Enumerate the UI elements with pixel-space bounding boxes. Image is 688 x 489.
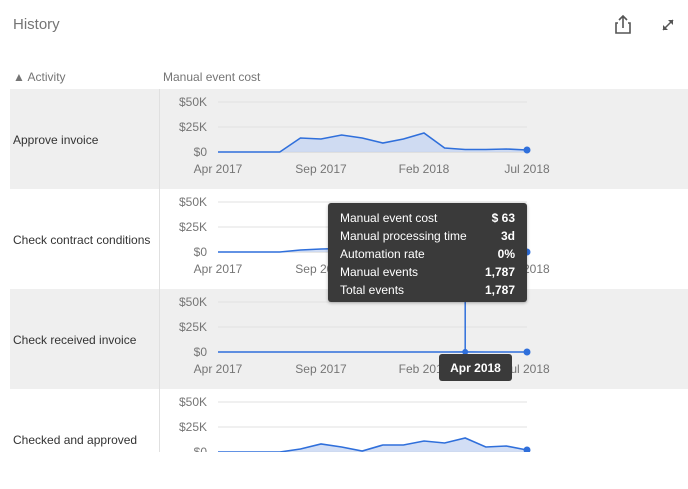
- series-end-point: [524, 447, 531, 453]
- tooltip-value: $ 63: [492, 211, 515, 225]
- tooltip-row: Manual events 1,787: [340, 263, 515, 281]
- y-tick-label: $25K: [179, 320, 207, 334]
- y-tick-label: $0: [194, 145, 208, 159]
- tooltip-label: Automation rate: [340, 247, 425, 261]
- tooltip-row: Manual processing time 3d: [340, 227, 515, 245]
- y-tick-label: $50K: [179, 95, 207, 109]
- tooltip-value: 3d: [501, 229, 515, 243]
- y-tick-label: $50K: [179, 395, 207, 409]
- tooltip-value: 1,787: [485, 283, 515, 297]
- tooltip-label: Total events: [340, 283, 404, 297]
- series-end-point: [524, 147, 531, 154]
- x-tick-label: Jul 2018: [504, 162, 550, 176]
- tooltip-row: Manual event cost $ 63: [340, 209, 515, 227]
- y-tick-label: $25K: [179, 120, 207, 134]
- x-tick-label: Apr 2017: [194, 162, 243, 176]
- x-tick-label: Feb 2018: [399, 162, 450, 176]
- y-tick-label: $50K: [179, 295, 207, 309]
- tooltip-row: Total events 1,787: [340, 281, 515, 299]
- tooltip-row: Automation rate 0%: [340, 245, 515, 263]
- x-tick-label: Sep 2017: [295, 362, 347, 376]
- y-tick-label: $25K: [179, 420, 207, 434]
- hover-date-label: Apr 2018: [439, 354, 512, 381]
- data-tooltip: Manual event cost $ 63 Manual processing…: [328, 203, 527, 302]
- y-tick-label: $25K: [179, 220, 207, 234]
- x-tick-label: Apr 2017: [194, 262, 243, 276]
- tooltip-value: 1,787: [485, 265, 515, 279]
- y-tick-label: $0: [194, 345, 208, 359]
- tooltip-label: Manual event cost: [340, 211, 437, 225]
- x-tick-label: Sep 2017: [295, 162, 347, 176]
- tooltip-value: 0%: [498, 247, 515, 261]
- y-tick-label: $0: [194, 445, 208, 452]
- x-tick-label: Apr 2017: [194, 362, 243, 376]
- tooltip-label: Manual events: [340, 265, 418, 279]
- y-tick-label: $0: [194, 245, 208, 259]
- tooltip-label: Manual processing time: [340, 229, 467, 243]
- y-tick-label: $50K: [179, 195, 207, 209]
- series-end-point: [524, 349, 531, 356]
